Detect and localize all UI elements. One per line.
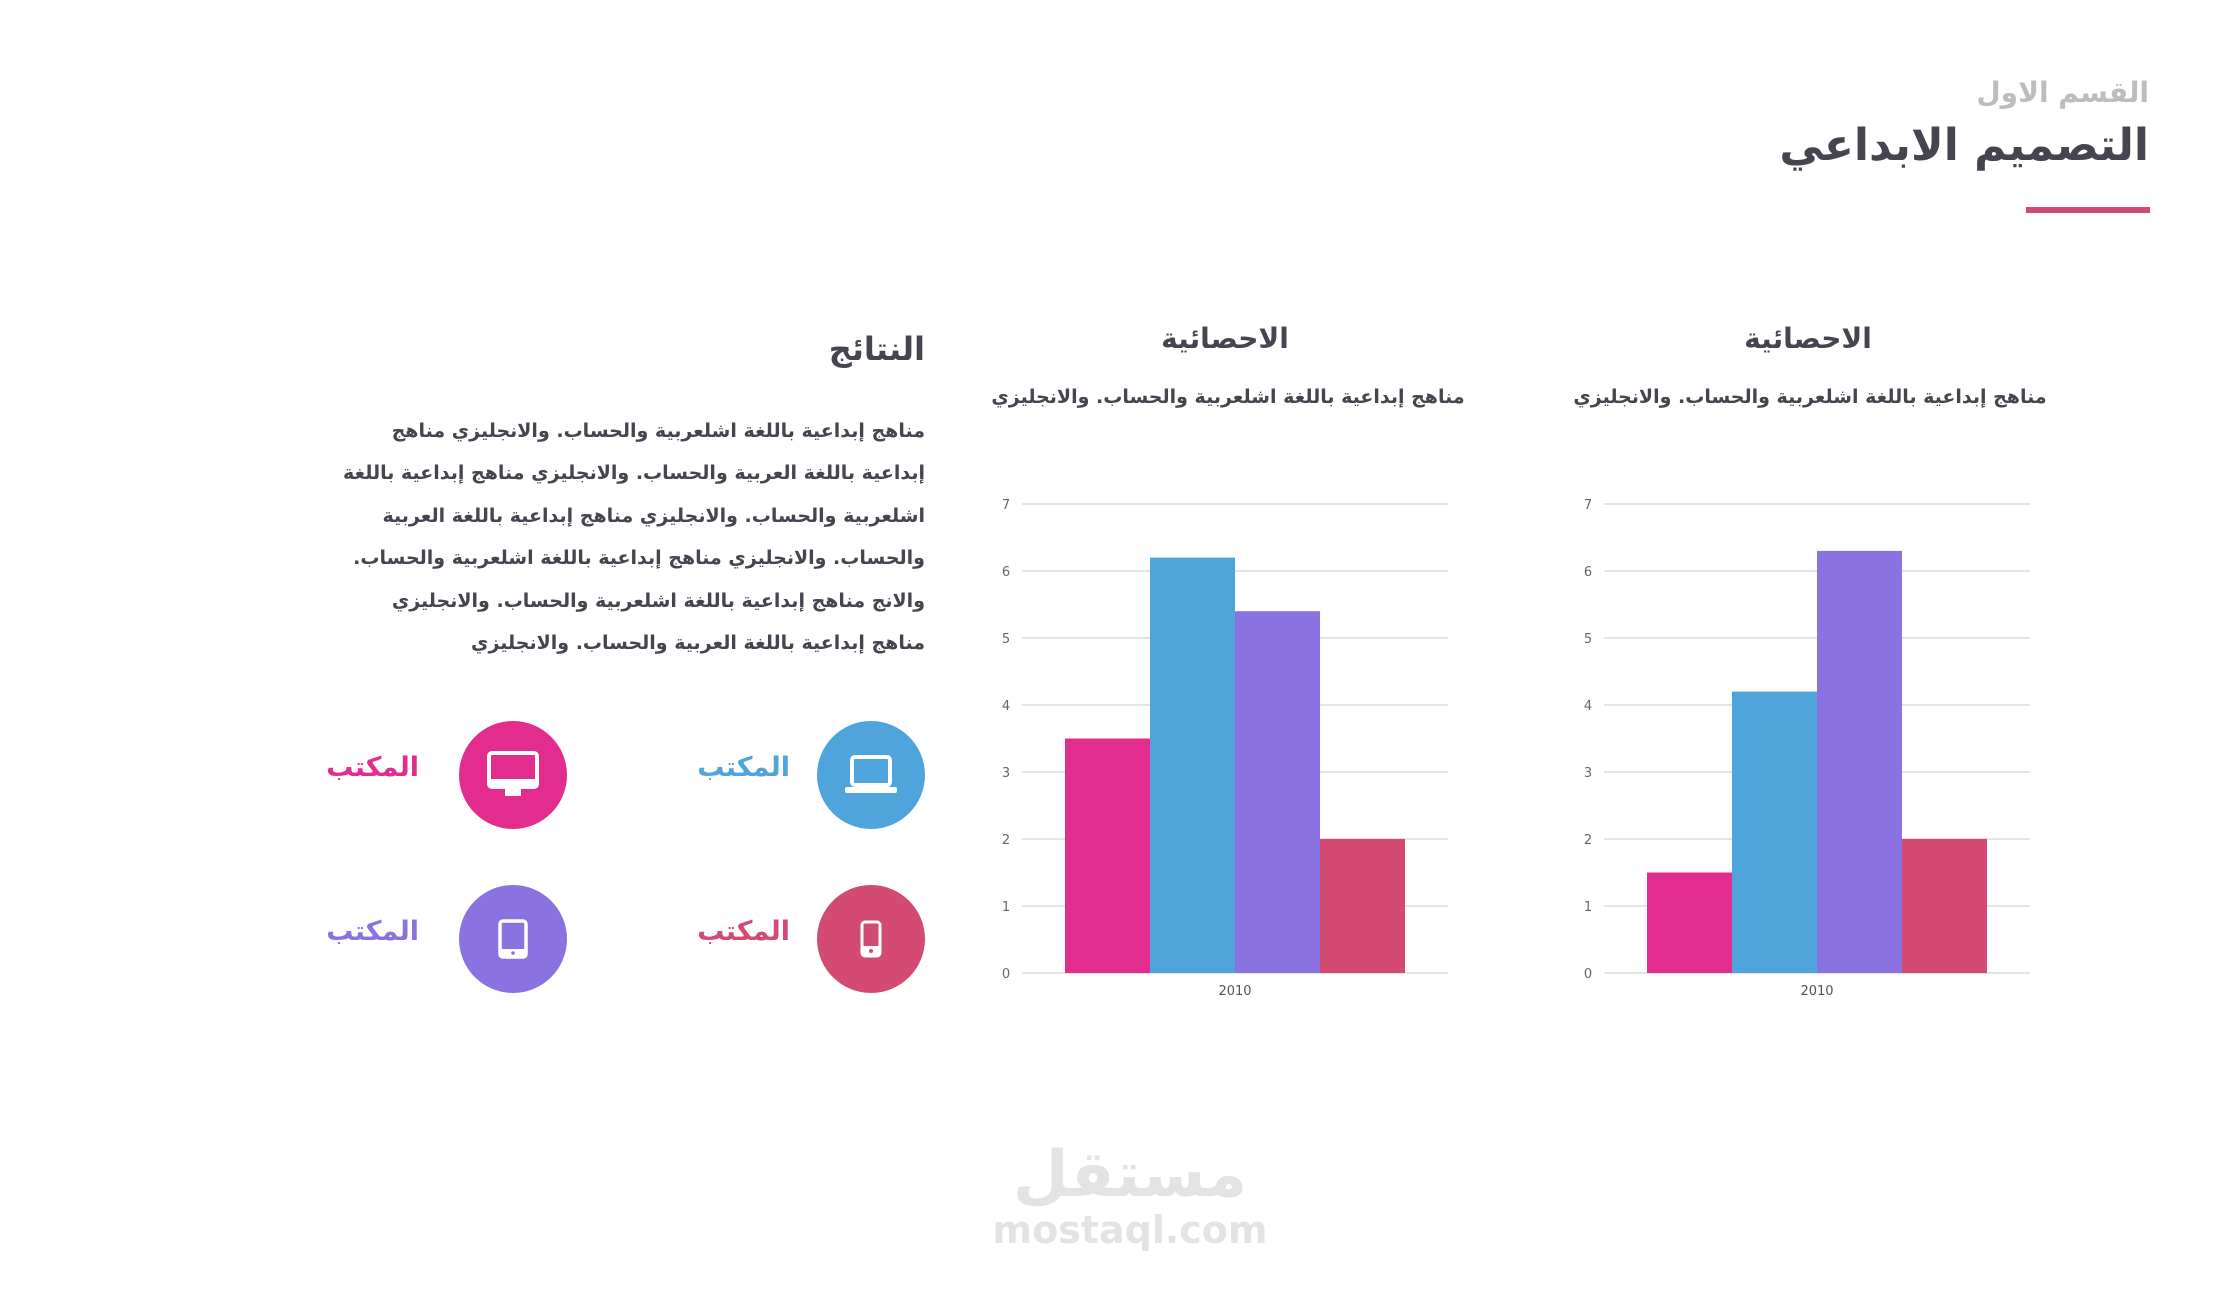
section-label: القسم الاول — [1976, 76, 2149, 109]
y-tick-label: 2 — [1002, 833, 1010, 848]
bar-3 — [1817, 550, 1902, 973]
y-tick-label: 0 — [1002, 967, 1010, 982]
feature-desktop-circle — [459, 721, 567, 829]
chart-2-title: الاحصائية — [1744, 322, 1872, 355]
bar-4 — [1902, 839, 1987, 973]
y-tick-label: 3 — [1002, 766, 1010, 781]
chart-2-subtitle: مناهج إبداعية باللغة اشلعربية والحساب. و… — [1573, 386, 2047, 408]
desktop-monitor-icon — [487, 751, 539, 796]
feature-label-desktop: المكتب — [326, 752, 419, 783]
y-tick-label: 0 — [1584, 967, 1592, 982]
bar-1 — [1647, 872, 1732, 973]
bar-4 — [1320, 839, 1405, 973]
feature-laptop-circle — [817, 721, 925, 829]
y-tick-label: 5 — [1002, 632, 1010, 647]
x-tick-label: 2010 — [1800, 984, 1833, 999]
chart-1-title: الاحصائية — [1161, 322, 1289, 355]
bar-chart-1: 0 1 2 3 4 5 6 7 2010 — [1002, 498, 1448, 999]
title-underline — [2026, 207, 2150, 213]
y-tick-label: 1 — [1002, 900, 1010, 915]
laptop-icon — [845, 755, 897, 793]
feature-smartphone-circle — [817, 885, 925, 993]
x-tick-label: 2010 — [1218, 984, 1251, 999]
feature-label-smartphone: المكتب — [697, 916, 790, 947]
chart-1-subtitle: مناهج إبداعية باللغة اشلعربية والحساب. و… — [991, 386, 1465, 408]
y-tick-label: 3 — [1584, 766, 1592, 781]
watermark-arabic: مستقل — [1012, 1138, 1248, 1212]
smartphone-icon — [860, 920, 882, 958]
mostaql-watermark: مستقل mostaql.com — [980, 1140, 1280, 1250]
feature-label-tablet: المكتب — [326, 916, 419, 947]
y-tick-label: 7 — [1002, 498, 1010, 513]
y-tick-label: 4 — [1584, 699, 1592, 714]
y-tick-label: 6 — [1002, 565, 1010, 580]
y-tick-label: 4 — [1002, 699, 1010, 714]
tablet-icon — [498, 919, 528, 959]
feature-label-laptop: المكتب — [697, 752, 790, 783]
y-tick-label: 5 — [1584, 632, 1592, 647]
y-tick-label: 7 — [1584, 498, 1592, 513]
y-tick-label: 1 — [1584, 900, 1592, 915]
y-tick-label: 6 — [1584, 565, 1592, 580]
watermark-latin: mostaql.com — [992, 1208, 1268, 1252]
bar-chart-2: 0 1 2 3 4 5 6 7 2010 — [1584, 498, 2030, 999]
bar-2 — [1150, 557, 1235, 973]
results-paragraph: مناهج إبداعية باللغة اشلعربية والحساب. و… — [343, 420, 925, 655]
bar-2 — [1732, 691, 1817, 973]
y-tick-label: 2 — [1584, 833, 1592, 848]
bar-3 — [1235, 611, 1320, 973]
bar-1 — [1065, 738, 1150, 973]
feature-tablet-circle — [459, 885, 567, 993]
results-title: النتائج — [828, 330, 925, 368]
page-title: التصميم الابداعي — [1779, 120, 2149, 171]
